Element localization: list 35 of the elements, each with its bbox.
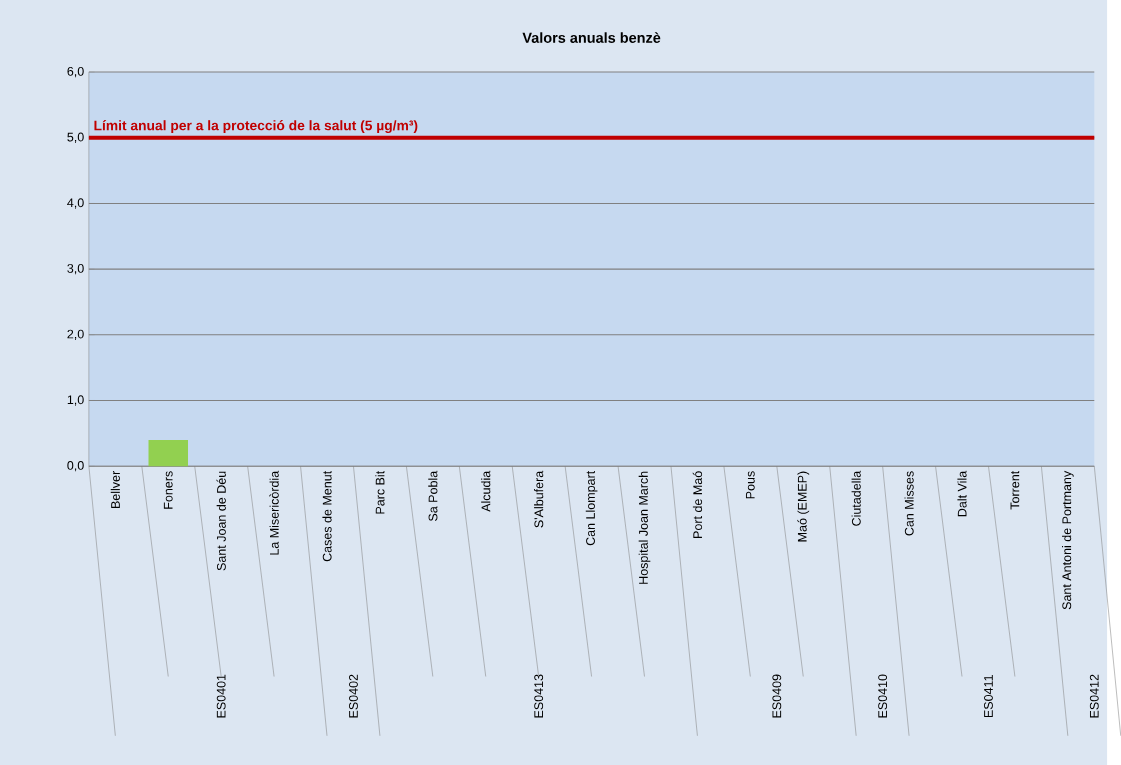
text: ES0402: [349, 674, 358, 718]
x-tick-label: Sa Pobla: [428, 470, 438, 521]
x-tick-label: Torrent: [1010, 470, 1020, 510]
x-tick-label: Hospital Joan March: [638, 471, 651, 584]
x-tick-label: Port de Maó: [692, 471, 703, 538]
x-tick-label: Sant Joan de Déu: [216, 471, 226, 571]
x-tick-label: Pous: [745, 471, 755, 499]
text: ES0411: [984, 674, 993, 717]
x-tick-label: Can Misses: [904, 471, 914, 536]
x-tick-label: Can Llompart: [585, 470, 598, 546]
y-tick-label: 3,0: [67, 263, 84, 275]
x-tick-label: Maó (EMEP): [797, 471, 810, 542]
x-tick-label: Alcudia: [481, 470, 491, 512]
x-tick-label: Dalt Vila: [957, 470, 967, 516]
y-tick-label: 4,0: [67, 198, 84, 209]
ref-line-label: Límit anual per a la protecció de la salut (5 µg/m³): [94, 119, 418, 133]
x-tick-label: Sant Antoni de Portmany: [1062, 470, 1074, 610]
y-tick-label: 2,0: [67, 329, 84, 340]
y-tick-label: 5,0: [67, 132, 84, 143]
x-tick-label: S'Albufera: [534, 470, 544, 528]
text: ES0413: [534, 674, 544, 718]
chart-title: Valors anuals benzè: [522, 31, 661, 43]
y-tick-label: 0,0: [67, 460, 84, 472]
x-tick-label: La Misericòrdia: [269, 470, 279, 555]
x-tick-label: Bellver: [110, 470, 120, 508]
text: ES0409: [772, 674, 782, 718]
text: ES0410: [878, 674, 888, 718]
text: ES0401: [216, 674, 226, 718]
y-tick-label: 1,0: [67, 395, 84, 406]
x-tick-label: Parc Bit: [375, 470, 385, 514]
x-tick-label: Foners: [163, 471, 173, 509]
text: ES0412: [1089, 674, 1099, 718]
x-tick-label: Cases de Menut: [322, 470, 332, 562]
x-tick-label: Ciutadella: [851, 470, 861, 526]
y-tick-label: 6,0: [67, 66, 84, 78]
